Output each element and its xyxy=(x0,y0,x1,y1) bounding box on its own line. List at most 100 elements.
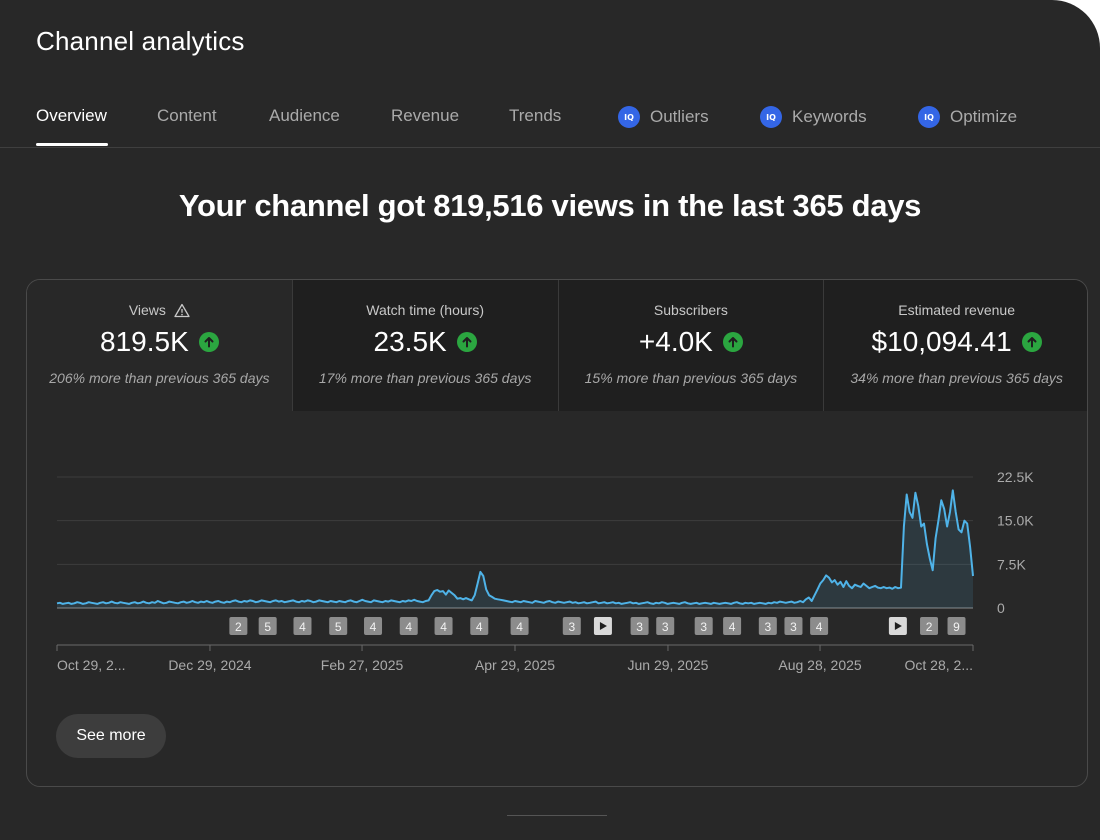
arrow-up-icon xyxy=(722,332,743,352)
metric-label: Estimated revenue xyxy=(898,302,1015,318)
metric-label-row: Views xyxy=(27,302,292,318)
marker-label: 4 xyxy=(299,620,306,634)
page-title: Channel analytics xyxy=(36,26,245,56)
tab-label: Optimize xyxy=(950,107,1018,126)
tab-keywords[interactable]: IQ Keywords xyxy=(760,106,867,128)
tab-content[interactable]: Content xyxy=(157,106,217,126)
marker-label: 4 xyxy=(370,620,377,634)
tab-label: Trends xyxy=(509,106,562,125)
metric-subscribers[interactable]: Subscribers +4.0K 15% more than previous… xyxy=(557,280,824,411)
content-count-marker: 3 xyxy=(784,617,803,635)
marker-label: 5 xyxy=(335,620,342,634)
active-tab-indicator xyxy=(36,143,108,146)
tab-label: Revenue xyxy=(391,106,460,125)
content-count-marker: 4 xyxy=(399,617,418,635)
metric-label-row: Watch time (hours) xyxy=(293,302,558,318)
metric-label: Views xyxy=(128,302,166,318)
content-count-marker: 3 xyxy=(562,617,581,635)
content-count-marker: 4 xyxy=(510,617,529,635)
iq-icon: IQ xyxy=(918,106,940,128)
content-count-marker: 2 xyxy=(920,617,939,635)
marker-label: 2 xyxy=(235,620,242,634)
tab-bar: Overview Content Audience Revenue Trends… xyxy=(0,96,1100,148)
tab-overview[interactable]: Overview xyxy=(36,106,107,126)
metric-comparison: 206% more than previous 365 days xyxy=(49,370,270,386)
marker-label: 2 xyxy=(926,620,933,634)
publish-markers: 2 5 4 5 4 4 4 4 4 3 3 3 3 4 3 3 4 2 9 xyxy=(229,617,966,635)
x-tick-label: Aug 28, 2025 xyxy=(778,657,862,673)
content-count-marker: 3 xyxy=(694,617,713,635)
tab-optimize[interactable]: IQ Optimize xyxy=(918,106,1017,128)
marker-label: 3 xyxy=(568,620,575,634)
see-more-button[interactable]: See more xyxy=(56,714,166,758)
metric-estimated-revenue[interactable]: Estimated revenue $10,094.41 34% more th… xyxy=(823,280,1087,411)
y-tick-label: 22.5K xyxy=(997,469,1034,485)
marker-label: 3 xyxy=(662,620,669,634)
views-chart[interactable]: 22.5K 15.0K 7.5K 0 2 5 4 5 4 4 4 4 4 3 3 3 3 4 3 3 4 2 9 Oct … xyxy=(27,411,1088,701)
marker-label: 4 xyxy=(405,620,412,634)
metric-value-row: 819.5K xyxy=(27,326,292,358)
tab-trends[interactable]: Trends xyxy=(509,106,561,126)
content-count-marker: 2 xyxy=(229,617,248,635)
tab-label: Outliers xyxy=(650,107,709,126)
content-count-marker: 4 xyxy=(434,617,453,635)
metric-tabs: Views 819.5K 206% more than previous 365… xyxy=(27,280,1087,411)
metric-watch-time[interactable]: Watch time (hours) 23.5K 17% more than p… xyxy=(291,280,558,411)
content-count-marker: 4 xyxy=(470,617,489,635)
metric-views[interactable]: Views 819.5K 206% more than previous 365… xyxy=(27,280,292,411)
y-tick-label: 7.5K xyxy=(997,556,1026,572)
y-tick-label: 15.0K xyxy=(997,513,1034,529)
metric-value-row: +4.0K xyxy=(559,326,824,358)
corner xyxy=(0,0,48,48)
content-count-marker: 3 xyxy=(656,617,675,635)
x-tick-label: Apr 29, 2025 xyxy=(475,657,555,673)
x-tick-label: Dec 29, 2024 xyxy=(168,657,251,673)
content-count-marker: 4 xyxy=(293,617,312,635)
views-area-fill xyxy=(57,490,973,608)
content-count-marker: 4 xyxy=(364,617,383,635)
metric-comparison: 15% more than previous 365 days xyxy=(584,370,798,386)
tab-label: Content xyxy=(157,106,217,125)
metric-value-row: 23.5K xyxy=(293,326,558,358)
iq-icon: IQ xyxy=(760,106,782,128)
metric-value: +4.0K xyxy=(638,326,713,357)
marker-label: 4 xyxy=(816,620,823,634)
analytics-card: Views 819.5K 206% more than previous 365… xyxy=(26,279,1088,787)
marker-label: 4 xyxy=(516,620,523,634)
marker-label: 3 xyxy=(790,620,797,634)
arrow-up-icon xyxy=(198,332,219,352)
tab-revenue[interactable]: Revenue xyxy=(391,106,459,126)
tab-label: Overview xyxy=(36,106,107,125)
x-tick-label: Oct 29, 2... xyxy=(57,657,125,673)
metric-value-row: $10,094.41 xyxy=(824,326,1087,358)
marker-label: 4 xyxy=(476,620,483,634)
metric-label: Subscribers xyxy=(653,302,728,318)
video-marker xyxy=(593,617,612,635)
content-count-marker: 5 xyxy=(258,617,277,635)
views-line xyxy=(56,489,974,605)
x-tick-label: Feb 27, 2025 xyxy=(321,657,404,673)
marker-label: 3 xyxy=(764,620,771,634)
chart-grid xyxy=(57,476,973,609)
scroll-handle xyxy=(507,815,607,816)
metric-comparison: 34% more than previous 365 days xyxy=(850,370,1063,386)
y-axis: 22.5K 15.0K 7.5K 0 xyxy=(997,469,1034,616)
marker-label: 4 xyxy=(729,620,736,634)
tab-label: Keywords xyxy=(792,107,867,126)
content-count-marker: 5 xyxy=(329,617,348,635)
arrow-up-icon xyxy=(456,332,477,352)
warning-icon[interactable] xyxy=(174,303,190,318)
metric-label-row: Subscribers xyxy=(559,302,824,318)
content-count-marker: 4 xyxy=(723,617,742,635)
marker-label: 5 xyxy=(264,620,271,634)
marker-label: 4 xyxy=(440,620,447,634)
content-count-marker: 3 xyxy=(758,617,777,635)
tab-audience[interactable]: Audience xyxy=(269,106,340,126)
tab-outliers[interactable]: IQ Outliers xyxy=(618,106,709,128)
metric-value: $10,094.41 xyxy=(871,326,1012,357)
metric-comparison: 17% more than previous 365 days xyxy=(318,370,532,386)
metric-label: Watch time (hours) xyxy=(366,302,484,318)
headline: Your channel got 819,516 views in the la… xyxy=(178,188,922,223)
y-tick-label: 0 xyxy=(997,600,1005,616)
